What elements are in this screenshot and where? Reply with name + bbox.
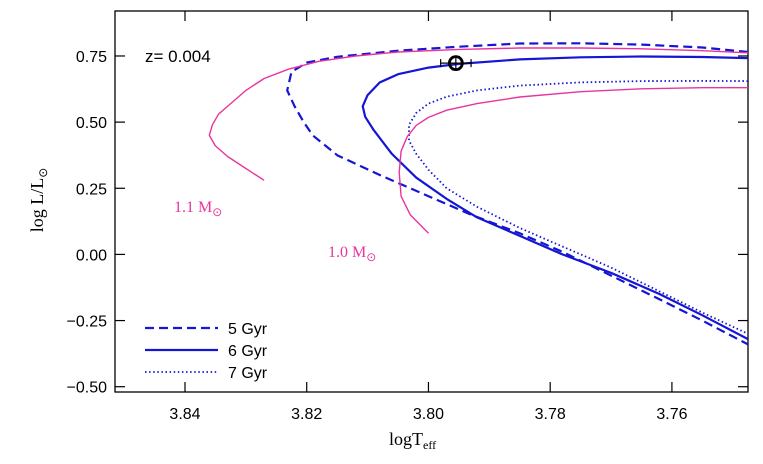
- x-tick-label: 3.78: [535, 406, 566, 423]
- y-axis-title: log L/L⊙: [27, 168, 50, 233]
- mass-labels: 1.1 M⊙1.0 M⊙: [174, 199, 376, 264]
- mass-track-label: 1.0 M⊙: [328, 244, 376, 264]
- legend-label: 7 Gyr: [228, 365, 268, 382]
- x-tick-label: 3.80: [413, 406, 444, 423]
- y-tick-label: 0.25: [76, 181, 107, 198]
- series-group: [208, 42, 748, 346]
- y-axis-title-main: log L/L: [27, 178, 47, 233]
- y-tick-label: 0.50: [76, 115, 107, 132]
- data-point-marker: [447, 55, 464, 72]
- mass-track-label: 1.1 M⊙: [174, 199, 222, 219]
- y-tick-label: 0.75: [76, 49, 107, 66]
- annotation-text: z= 0.004: [145, 47, 211, 66]
- x-tick-label: 3.82: [291, 406, 322, 423]
- data-point: [440, 55, 472, 72]
- y-tick-label: −0.25: [67, 314, 108, 331]
- legend: 5 Gyr 6 Gyr 7 Gyr: [145, 321, 268, 382]
- y-tick-label: −0.50: [67, 380, 108, 397]
- y-axis-title-sym: ⊙: [36, 168, 50, 178]
- mass-track-label-text: 1.1 M: [174, 199, 212, 216]
- plot-frame: [114, 10, 749, 393]
- mass-track-label-sym: ⊙: [366, 250, 376, 264]
- series-line-6-gyr: [361, 55, 748, 341]
- mass-track-label-text: 1.0 M: [328, 244, 366, 261]
- x-axis-title-sub: eff: [423, 438, 436, 452]
- series-line-1-1-m: [208, 47, 748, 181]
- y-tick-label: 0.00: [76, 247, 107, 264]
- series-line-1-0-m: [398, 86, 748, 234]
- mass-track-label-sym: ⊙: [212, 205, 222, 219]
- x-axis-title-main: logT: [389, 429, 423, 449]
- legend-label: 6 Gyr: [228, 343, 268, 360]
- series-line-5-gyr: [286, 42, 748, 346]
- legend-label: 5 Gyr: [228, 321, 268, 338]
- x-tick-label: 3.76: [656, 406, 687, 423]
- x-axis-title: logTeff: [389, 429, 436, 452]
- x-tick-label: 3.84: [169, 406, 200, 423]
- axis-ticks: 3.84 3.82 3.80 3.78 3.76 0.75 0.50 0.25 0.00 −0.2…: [67, 11, 748, 423]
